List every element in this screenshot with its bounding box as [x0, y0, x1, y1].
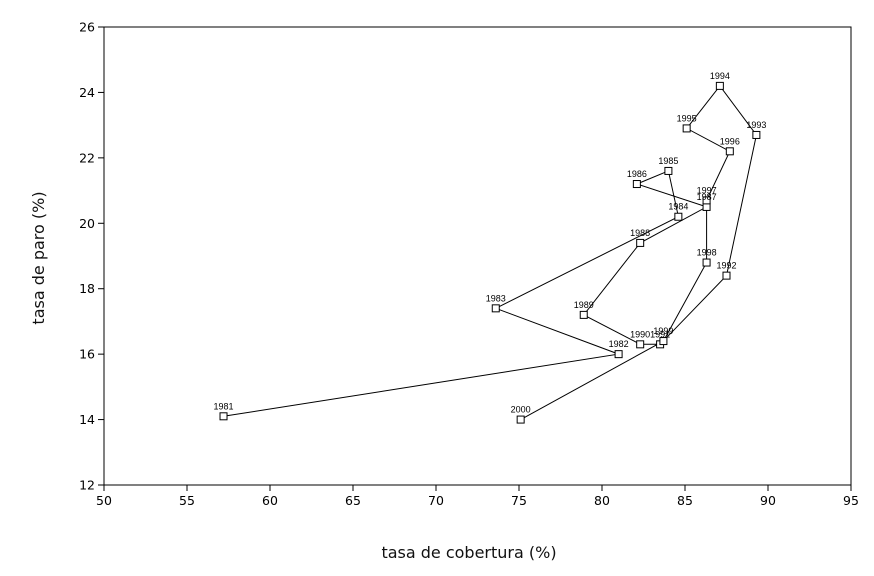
data-point-label: 1981: [214, 401, 234, 411]
x-tick-label: 60: [262, 493, 278, 508]
data-point-label: 1990: [630, 329, 650, 339]
axes: 12 14 16 18 20 22 24 26 50 55 60 65 70 75 80 85 90 95: [79, 20, 859, 509]
data-point-marker: [722, 271, 731, 280]
y-tick-label: 24: [79, 85, 95, 100]
data-point-label: 1995: [677, 113, 697, 123]
point-labels-group: 1981 1982 1983 1984 1985 1986 1987 1988 1989 1990…: [214, 71, 767, 415]
data-point-label: 1998: [697, 248, 717, 258]
data-point-label: 1985: [658, 156, 678, 166]
data-point-marker: [614, 350, 623, 359]
y-tick-label: 22: [79, 150, 95, 165]
data-point-label: 2000: [511, 405, 531, 415]
x-tick-label: 70: [428, 493, 444, 508]
y-tick-label: 26: [79, 20, 95, 35]
y-tick-label: 12: [79, 478, 95, 493]
x-tick-label: 95: [843, 493, 859, 508]
y-tick-label: 18: [79, 281, 95, 296]
data-point-marker: [579, 310, 588, 319]
x-tick-label: 65: [345, 493, 361, 508]
data-point-marker: [702, 258, 711, 267]
data-point-label: 1989: [574, 300, 594, 310]
data-point-marker: [702, 196, 711, 205]
x-tick-label: 90: [760, 493, 776, 508]
data-point-label: 1984: [668, 202, 688, 212]
data-point-marker: [702, 202, 711, 211]
data-point-label: 1997: [697, 185, 717, 195]
x-tick-label: 55: [179, 493, 195, 508]
data-point-marker: [725, 147, 734, 156]
data-point-marker: [682, 124, 691, 133]
data-point-marker: [636, 238, 645, 247]
series-line: [223, 85, 757, 421]
y-tick-label: 14: [79, 412, 95, 427]
y-tick-label: 16: [79, 347, 95, 362]
data-point-marker: [219, 412, 228, 421]
data-point-label: 1988: [630, 228, 650, 238]
x-tick-label: 75: [511, 493, 527, 508]
x-tick-label: 50: [96, 493, 112, 508]
data-point-label: 1996: [720, 136, 740, 146]
data-point-marker: [636, 340, 645, 349]
data-point-label: 1999: [653, 326, 673, 336]
plot-frame: [103, 26, 852, 486]
x-tick-label: 80: [594, 493, 610, 508]
data-point-marker: [516, 415, 525, 424]
data-point-label: 1993: [746, 120, 766, 130]
series-line-group: [223, 85, 757, 421]
markers-group: [219, 81, 761, 424]
y-axis-title: tasa de paro (%): [29, 191, 48, 324]
x-axis-title: tasa de cobertura (%): [381, 543, 556, 562]
data-point-marker: [664, 166, 673, 175]
data-point-label: 1986: [627, 169, 647, 179]
data-point-marker: [715, 81, 724, 90]
data-point-label: 1991: [650, 329, 670, 339]
data-point-label: 1992: [716, 261, 736, 271]
data-point-marker: [632, 180, 641, 189]
y-tick-label: 20: [79, 216, 95, 231]
data-point-label: 1987: [697, 192, 717, 202]
data-point-marker: [491, 304, 500, 313]
data-point-marker: [659, 337, 668, 346]
data-point-label: 1982: [609, 339, 629, 349]
data-point-label: 1983: [486, 293, 506, 303]
data-point-marker: [752, 130, 761, 139]
data-point-marker: [674, 212, 683, 221]
data-point-label: 1994: [710, 71, 730, 81]
x-tick-label: 85: [677, 493, 693, 508]
